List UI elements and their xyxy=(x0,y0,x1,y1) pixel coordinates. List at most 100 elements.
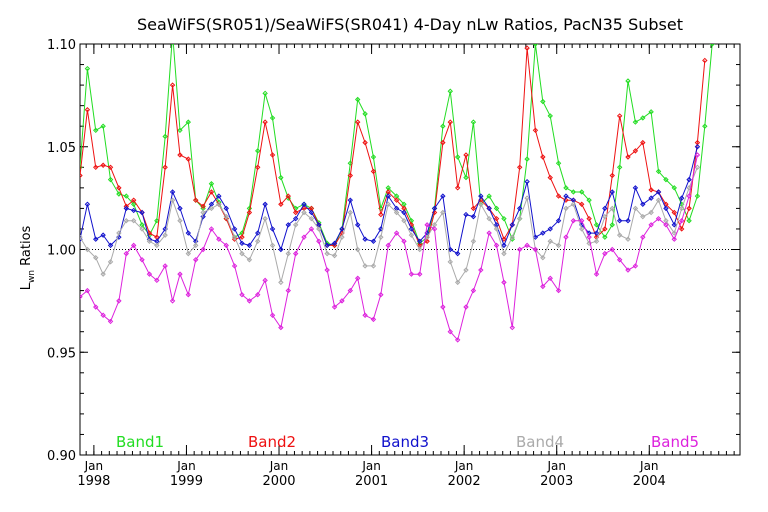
data-point xyxy=(84,107,91,113)
data-point xyxy=(278,201,284,207)
data-point xyxy=(231,234,238,240)
y-axis-label-rest: Ratios xyxy=(19,225,34,270)
data-point xyxy=(93,255,99,261)
data-point xyxy=(262,201,268,207)
data-point xyxy=(463,174,469,181)
data-point xyxy=(93,127,99,134)
data-point xyxy=(246,298,253,304)
x-tick-month: Jan xyxy=(84,459,104,473)
data-point xyxy=(516,205,523,212)
data-point xyxy=(648,209,654,216)
data-point xyxy=(524,242,530,249)
data-point xyxy=(246,209,253,216)
data-point xyxy=(408,226,415,232)
data-point xyxy=(393,209,400,216)
data-point xyxy=(570,201,577,207)
data-point xyxy=(100,271,106,277)
data-point xyxy=(177,218,183,224)
data-point xyxy=(478,267,484,273)
data-point xyxy=(524,178,530,185)
data-point xyxy=(431,226,438,232)
data-point xyxy=(524,156,530,162)
legend-band4: Band4 xyxy=(516,433,564,451)
data-point xyxy=(640,115,646,121)
data-point xyxy=(417,271,423,277)
data-point xyxy=(362,139,368,146)
data-point xyxy=(200,213,206,220)
data-point xyxy=(702,57,708,64)
data-point xyxy=(593,230,600,236)
data-point xyxy=(555,218,562,224)
data-point xyxy=(540,98,546,105)
data-point xyxy=(93,304,99,310)
data-point xyxy=(602,234,608,240)
data-point xyxy=(193,257,199,263)
data-point xyxy=(84,201,91,207)
x-tick-month: Jan xyxy=(176,459,196,473)
data-point xyxy=(579,189,585,195)
data-point xyxy=(146,230,153,236)
data-point xyxy=(378,234,384,240)
data-point xyxy=(139,226,145,232)
data-point xyxy=(663,205,669,212)
data-point xyxy=(370,168,377,175)
data-point xyxy=(269,152,276,158)
data-point xyxy=(547,238,553,244)
data-point xyxy=(80,172,83,179)
data-point xyxy=(269,115,276,121)
data-point xyxy=(301,234,307,240)
data-point xyxy=(262,119,268,125)
data-point xyxy=(516,246,523,253)
data-point xyxy=(239,292,245,298)
data-point xyxy=(501,242,507,249)
data-point xyxy=(532,246,539,253)
series-band4 xyxy=(80,164,701,286)
data-point xyxy=(401,218,407,224)
data-point xyxy=(579,201,585,207)
data-point xyxy=(278,174,284,181)
data-point xyxy=(116,185,122,191)
x-tick-year: 2003 xyxy=(540,474,573,489)
data-point xyxy=(208,226,215,232)
data-point xyxy=(362,111,368,117)
data-point xyxy=(354,275,361,281)
data-point xyxy=(440,209,446,216)
data-point xyxy=(447,259,453,265)
data-point xyxy=(532,44,539,47)
data-point xyxy=(470,238,477,244)
data-point xyxy=(454,279,461,286)
data-point xyxy=(370,263,377,269)
data-point xyxy=(417,246,423,253)
data-point xyxy=(354,119,361,125)
series-band3 xyxy=(80,144,701,257)
data-point xyxy=(616,218,623,224)
data-point xyxy=(246,242,253,249)
x-tick-month: Jan xyxy=(269,459,289,473)
data-point xyxy=(463,304,469,310)
data-point xyxy=(632,148,639,154)
data-point xyxy=(524,45,530,51)
data-point xyxy=(524,195,530,201)
data-point xyxy=(540,255,546,261)
data-point xyxy=(655,168,662,175)
data-point xyxy=(709,44,715,47)
data-point xyxy=(540,154,546,160)
data-point xyxy=(440,139,446,146)
data-point xyxy=(678,218,685,224)
data-point xyxy=(285,287,291,294)
data-point xyxy=(255,148,261,154)
data-point xyxy=(223,242,229,249)
data-point xyxy=(424,222,430,228)
data-point xyxy=(447,119,453,125)
data-point xyxy=(501,236,507,242)
data-point xyxy=(370,238,377,244)
data-point xyxy=(593,222,600,228)
data-point xyxy=(116,191,122,197)
series-line-band5 xyxy=(80,154,698,341)
data-point xyxy=(501,215,507,222)
data-point xyxy=(625,236,631,242)
data-point xyxy=(478,193,484,199)
data-point xyxy=(454,337,461,343)
data-point xyxy=(463,267,469,273)
data-point xyxy=(678,205,685,212)
